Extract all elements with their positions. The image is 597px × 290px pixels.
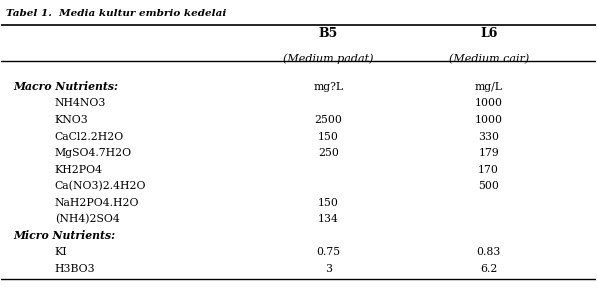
Text: 2500: 2500 bbox=[314, 115, 342, 125]
Text: H3BO3: H3BO3 bbox=[55, 264, 96, 274]
Text: 0.83: 0.83 bbox=[476, 247, 501, 257]
Text: B5: B5 bbox=[319, 27, 338, 40]
Text: MgSO4.7H2O: MgSO4.7H2O bbox=[55, 148, 132, 158]
Text: NaH2PO4.H2O: NaH2PO4.H2O bbox=[55, 197, 139, 208]
Text: NH4NO3: NH4NO3 bbox=[55, 99, 106, 108]
Text: Ca(NO3)2.4H2O: Ca(NO3)2.4H2O bbox=[55, 181, 146, 191]
Text: 1000: 1000 bbox=[475, 115, 503, 125]
Text: Tabel 1.  Media kultur embrio kedelai: Tabel 1. Media kultur embrio kedelai bbox=[6, 9, 226, 18]
Text: 134: 134 bbox=[318, 214, 338, 224]
Text: 170: 170 bbox=[478, 165, 499, 175]
Text: 150: 150 bbox=[318, 197, 338, 208]
Text: 250: 250 bbox=[318, 148, 338, 158]
Text: 3: 3 bbox=[325, 264, 332, 274]
Text: 0.75: 0.75 bbox=[316, 247, 340, 257]
Text: 179: 179 bbox=[478, 148, 499, 158]
Text: KH2PO4: KH2PO4 bbox=[55, 165, 103, 175]
Text: Micro Nutrients:: Micro Nutrients: bbox=[13, 230, 115, 241]
Text: mg/L: mg/L bbox=[475, 82, 503, 92]
Text: CaCl2.2H2O: CaCl2.2H2O bbox=[55, 132, 124, 142]
Text: L6: L6 bbox=[480, 27, 497, 40]
Text: (Medium cair): (Medium cair) bbox=[448, 54, 529, 64]
Text: KNO3: KNO3 bbox=[55, 115, 88, 125]
Text: (NH4)2SO4: (NH4)2SO4 bbox=[55, 214, 119, 224]
Text: 150: 150 bbox=[318, 132, 338, 142]
Text: mg?L: mg?L bbox=[313, 82, 343, 92]
Text: KI: KI bbox=[55, 247, 67, 257]
Text: 1000: 1000 bbox=[475, 99, 503, 108]
Text: (Medium padat): (Medium padat) bbox=[283, 54, 374, 64]
Text: 6.2: 6.2 bbox=[480, 264, 497, 274]
Text: 330: 330 bbox=[478, 132, 499, 142]
Text: 500: 500 bbox=[478, 181, 499, 191]
Text: Macro Nutrients:: Macro Nutrients: bbox=[13, 81, 118, 93]
